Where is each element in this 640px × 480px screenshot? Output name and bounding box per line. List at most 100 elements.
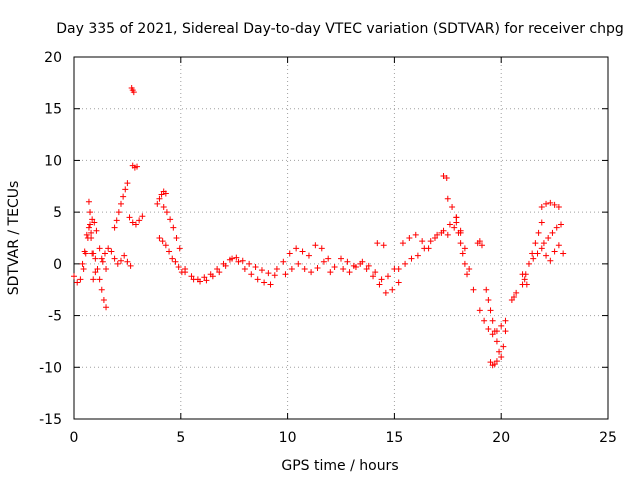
data-point: [81, 248, 88, 255]
data-point: [254, 276, 261, 283]
data-point: [299, 248, 306, 255]
data-point: [92, 269, 99, 276]
data-point: [139, 213, 146, 220]
data-point: [295, 260, 302, 267]
data-point: [466, 266, 473, 273]
y-tick-label: 15: [44, 102, 62, 118]
series-track-q: [338, 255, 402, 296]
data-point: [511, 293, 518, 300]
data-point: [487, 307, 494, 314]
data-point: [331, 263, 338, 270]
data-point: [519, 271, 526, 278]
data-point: [159, 238, 166, 245]
data-point: [93, 227, 100, 234]
data-point: [535, 229, 542, 236]
data-point: [79, 260, 86, 267]
data-point: [209, 273, 216, 280]
series-track-i: [126, 213, 146, 228]
grid: [74, 57, 608, 419]
data-point: [282, 271, 289, 278]
data-point: [103, 304, 110, 311]
data-point: [89, 250, 96, 257]
data-point: [431, 235, 438, 241]
data-point: [222, 262, 229, 269]
x-tick-label: 15: [385, 430, 403, 446]
data-point: [103, 266, 110, 273]
data-point: [340, 266, 347, 273]
series-track-aa: [483, 286, 509, 360]
data-point: [162, 190, 169, 197]
data-point: [408, 255, 415, 262]
data-point: [464, 271, 471, 278]
data-point: [555, 242, 562, 249]
data-point: [154, 200, 161, 207]
data-point: [487, 359, 494, 366]
data-point: [459, 250, 466, 257]
data-point: [434, 231, 441, 238]
data-point: [470, 286, 477, 293]
data-point: [521, 276, 528, 283]
data-point: [271, 272, 278, 279]
data-point: [478, 242, 485, 249]
series-track-d: [92, 255, 110, 311]
data-point: [121, 252, 128, 259]
x-tick-label: 0: [70, 430, 79, 446]
data-point: [344, 258, 351, 265]
series-track-j: [154, 188, 169, 207]
data-point: [280, 258, 287, 265]
y-tick-label: 0: [53, 257, 62, 273]
data-point: [476, 307, 483, 314]
data-point: [414, 252, 421, 259]
data-point: [485, 297, 492, 304]
series-track-ab: [487, 358, 500, 369]
data-point: [374, 240, 381, 247]
data-point: [382, 289, 389, 296]
data-point: [87, 209, 94, 216]
x-tick-label: 25: [599, 430, 617, 446]
y-tick-label: 20: [44, 50, 62, 66]
data-point: [129, 219, 136, 226]
data-point: [532, 240, 539, 247]
data-point: [88, 235, 95, 241]
data-point: [378, 276, 385, 283]
data-point: [71, 273, 77, 280]
data-point: [314, 264, 321, 271]
data-point: [395, 266, 402, 273]
data-point: [258, 267, 265, 274]
series-track-b: [79, 224, 99, 276]
data-point: [395, 279, 402, 286]
data-point: [534, 250, 541, 257]
data-point: [443, 175, 450, 182]
data-point: [560, 250, 567, 257]
data-point: [88, 229, 95, 236]
series-track-r: [340, 258, 398, 283]
series-track-l: [160, 203, 183, 252]
data-point: [318, 245, 325, 252]
series-track-v: [440, 172, 450, 182]
data-point: [308, 269, 315, 276]
data-point: [372, 269, 379, 276]
data-point: [96, 276, 103, 283]
data-point: [124, 258, 131, 265]
data-point: [543, 200, 550, 207]
data-point: [233, 254, 240, 261]
data-point: [172, 258, 179, 265]
y-axis-label: SDTVAR / TECUs: [6, 181, 22, 296]
data-point: [175, 263, 182, 270]
data-point: [188, 273, 195, 280]
data-point: [312, 242, 319, 249]
data-point: [444, 231, 451, 238]
data-point: [113, 217, 120, 224]
data-point: [130, 89, 137, 96]
data-point: [446, 221, 453, 228]
data-point: [485, 326, 492, 333]
data-point: [384, 273, 391, 280]
data-point: [427, 238, 434, 245]
data-point: [166, 248, 173, 255]
data-point: [124, 180, 131, 187]
data-point: [98, 255, 105, 262]
y-tick-label: -15: [39, 412, 62, 428]
series-track-ag: [540, 221, 565, 247]
data-point: [248, 271, 255, 278]
